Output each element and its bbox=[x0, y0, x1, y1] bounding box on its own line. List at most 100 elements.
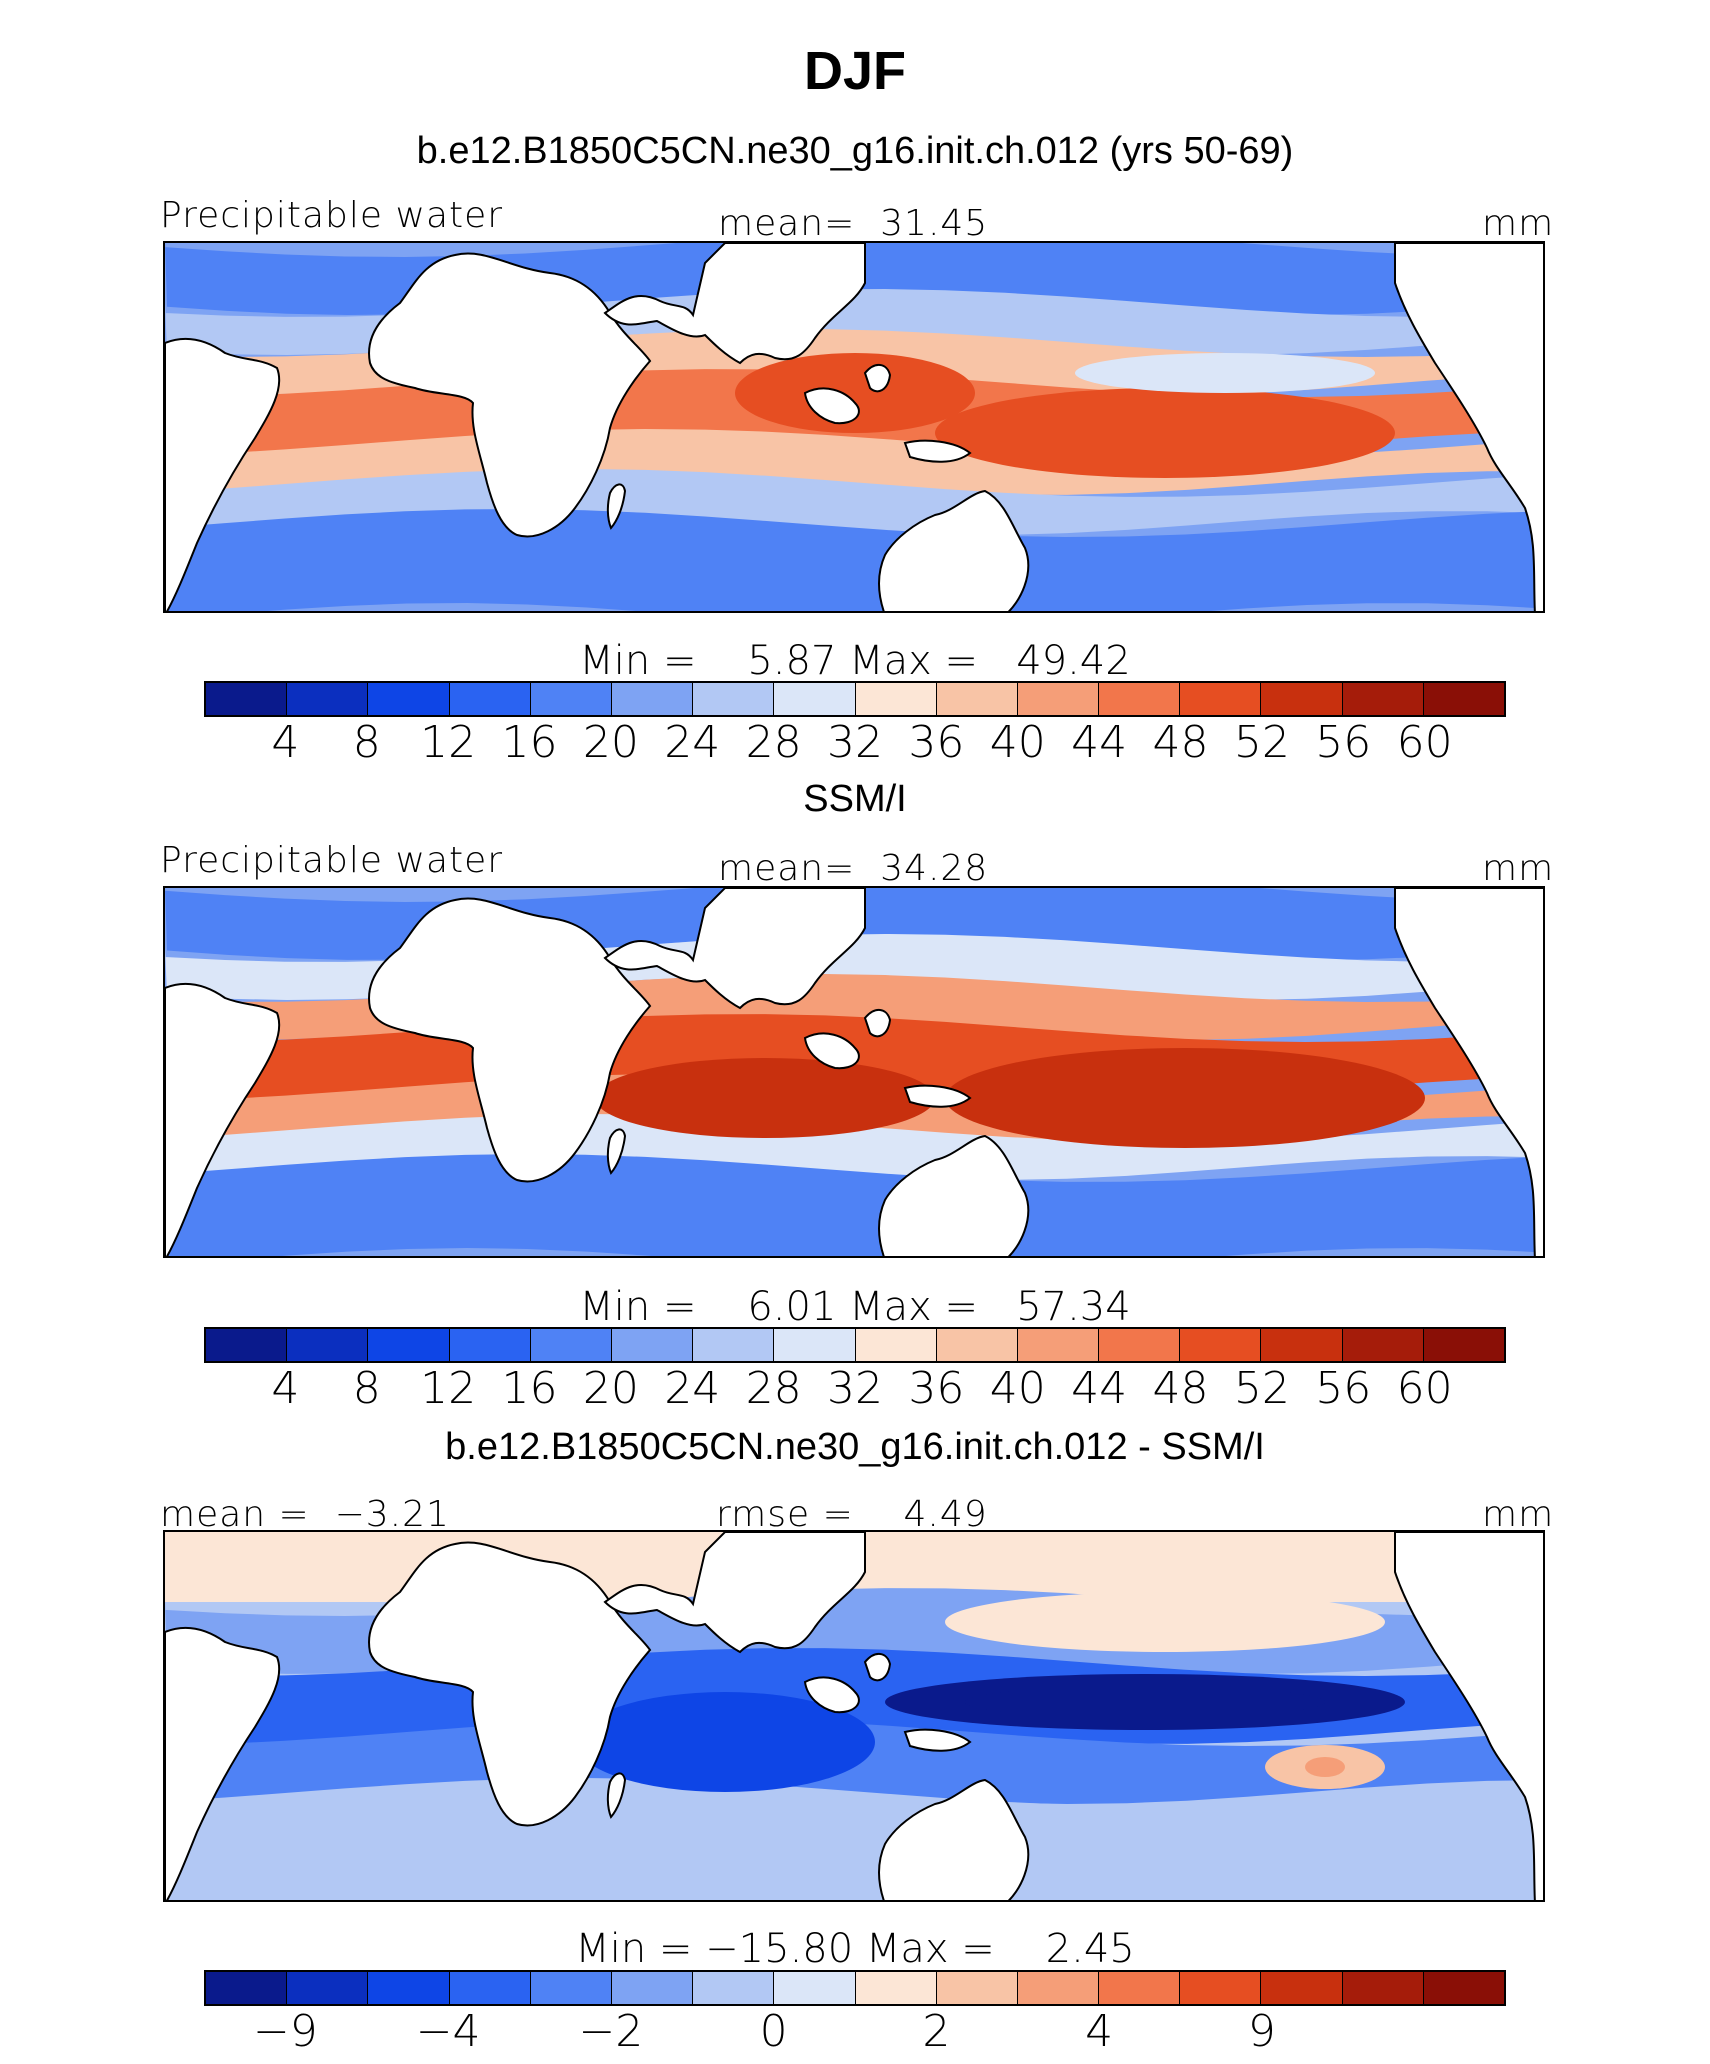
landmass bbox=[878, 1134, 1030, 1256]
colorbar-swatch bbox=[774, 1329, 856, 1361]
colorbar-swatch bbox=[287, 683, 369, 715]
colorbar-tick-label: 16 bbox=[501, 1363, 558, 1414]
landmass bbox=[878, 489, 1030, 611]
colorbar-swatch bbox=[936, 1329, 1018, 1361]
colorbar-swatch bbox=[449, 1972, 531, 2004]
panel-3-title: b.e12.B1850C5CN.ne30_g16.init.ch.012 - S… bbox=[445, 1426, 1265, 1468]
colorbar-tick-label: 16 bbox=[501, 717, 558, 768]
colorbar-tick-label: 44 bbox=[1071, 1363, 1128, 1414]
colorbar-swatch bbox=[855, 1972, 937, 2004]
colorbar-swatch bbox=[611, 683, 694, 715]
colorbar-tick-label: −2 bbox=[578, 2006, 644, 2057]
colorbar-swatch bbox=[1261, 1972, 1343, 2004]
panel-1-minmax: Min = 5.87 Max = 49.42 bbox=[579, 638, 1131, 684]
colorbar-swatch bbox=[774, 683, 856, 715]
colorbar-swatch bbox=[1423, 683, 1504, 715]
colorbar-swatch bbox=[530, 683, 612, 715]
colorbar-swatch bbox=[1342, 1972, 1424, 2004]
colorbar-swatch bbox=[530, 1972, 612, 2004]
colorbar-swatch bbox=[693, 1329, 775, 1361]
landmass bbox=[368, 252, 652, 538]
landmass bbox=[863, 1009, 892, 1038]
colorbar-swatch bbox=[1099, 1972, 1181, 2004]
colorbar-swatch bbox=[449, 683, 531, 715]
colorbar-swatch bbox=[368, 1972, 450, 2004]
colorbar-tick-label: 44 bbox=[1071, 717, 1128, 768]
colorbar-swatch bbox=[449, 1329, 531, 1361]
colorbar-tick-label: 32 bbox=[827, 717, 883, 768]
colorbar-tick-label: 24 bbox=[664, 1363, 721, 1414]
colorbar-swatch bbox=[936, 683, 1018, 715]
colorbar-tick-label: 52 bbox=[1233, 717, 1290, 768]
panel-1-mean-label: mean= 31.45 bbox=[718, 203, 989, 244]
colorbar-tick-label: 0 bbox=[759, 2006, 788, 2057]
panel-1-units-label: mm bbox=[1482, 203, 1555, 244]
landmass bbox=[1394, 243, 1543, 611]
colorbar-swatch bbox=[368, 683, 450, 715]
panel-1-map bbox=[163, 241, 1545, 613]
colorbar-swatch bbox=[287, 1972, 369, 2004]
landmass bbox=[606, 1772, 627, 1819]
landmass bbox=[803, 1676, 860, 1714]
colorbar-swatch bbox=[1017, 683, 1100, 715]
colorbar-tick-label: 56 bbox=[1315, 1363, 1372, 1414]
colorbar-swatch bbox=[855, 1329, 937, 1361]
panel-2-units-label: mm bbox=[1482, 848, 1555, 889]
landmass bbox=[878, 1778, 1030, 1900]
colorbar-tick-label: 20 bbox=[582, 1363, 639, 1414]
panel-2-map bbox=[163, 886, 1545, 1258]
colorbar-tick-label: 40 bbox=[989, 717, 1046, 768]
colorbar-swatch bbox=[1017, 1972, 1100, 2004]
panel-3-rmse-label: rmse = 4.49 bbox=[716, 1494, 988, 1535]
colorbar-tick-label: 8 bbox=[352, 717, 381, 768]
panel-3-units-label: mm bbox=[1482, 1494, 1555, 1535]
panel-3-colorbar bbox=[204, 1970, 1506, 2006]
landmass bbox=[606, 1128, 627, 1175]
colorbar-tick-label: 60 bbox=[1396, 717, 1453, 768]
landmass bbox=[165, 982, 281, 1256]
colorbar-swatch bbox=[1180, 1972, 1262, 2004]
landmass bbox=[803, 1032, 860, 1070]
colorbar-swatch bbox=[1423, 1329, 1504, 1361]
colorbar-tick-label: 8 bbox=[352, 1363, 381, 1414]
colorbar-tick-label: −9 bbox=[252, 2006, 318, 2057]
map-canvas bbox=[165, 1532, 1543, 1900]
map-canvas bbox=[165, 888, 1543, 1256]
colorbar-swatch bbox=[1099, 683, 1181, 715]
landmass bbox=[165, 337, 281, 611]
landmass bbox=[903, 1728, 972, 1752]
panel-2-minmax: Min = 6.01 Max = 57.34 bbox=[579, 1284, 1131, 1330]
landmass bbox=[603, 1532, 866, 1654]
landmass bbox=[603, 243, 866, 365]
colorbar-swatch bbox=[611, 1329, 694, 1361]
colorbar-swatch bbox=[611, 1972, 694, 2004]
colorbar-tick-label: 20 bbox=[582, 717, 639, 768]
colorbar-swatch bbox=[855, 683, 937, 715]
panel-3-mean-label: mean = −3.21 bbox=[160, 1494, 450, 1535]
landmass bbox=[903, 439, 972, 463]
colorbar-tick-label: 9 bbox=[1247, 2006, 1276, 2057]
panel-2-variable-label: Precipitable water bbox=[160, 840, 504, 881]
colorbar-tick-label: 60 bbox=[1396, 1363, 1453, 1414]
landmass bbox=[165, 1626, 281, 1900]
colorbar-swatch bbox=[1342, 683, 1424, 715]
colorbar-swatch bbox=[368, 1329, 450, 1361]
landmass bbox=[863, 364, 892, 393]
colorbar-swatch bbox=[1180, 683, 1262, 715]
colorbar-tick-label: −4 bbox=[415, 2006, 481, 2057]
colorbar-swatch bbox=[1342, 1329, 1424, 1361]
colorbar-tick-label: 48 bbox=[1152, 717, 1209, 768]
panel-2-mean-label: mean= 34.28 bbox=[718, 848, 989, 889]
panel-3-minmax: Min = −15.80 Max = 2.45 bbox=[575, 1926, 1135, 1972]
colorbar-swatch bbox=[693, 683, 775, 715]
colorbar-tick-label: 52 bbox=[1233, 1363, 1290, 1414]
landmass bbox=[368, 897, 652, 1183]
landmass bbox=[1394, 888, 1543, 1256]
panel-2-colorbar bbox=[204, 1327, 1506, 1363]
colorbar-tick-label: 48 bbox=[1152, 1363, 1209, 1414]
panel-1-variable-label: Precipitable water bbox=[160, 195, 504, 236]
colorbar-tick-label: 24 bbox=[664, 717, 721, 768]
colorbar-tick-label: 4 bbox=[271, 717, 300, 768]
colorbar-tick-label: 12 bbox=[420, 717, 477, 768]
colorbar-swatch bbox=[287, 1329, 369, 1361]
